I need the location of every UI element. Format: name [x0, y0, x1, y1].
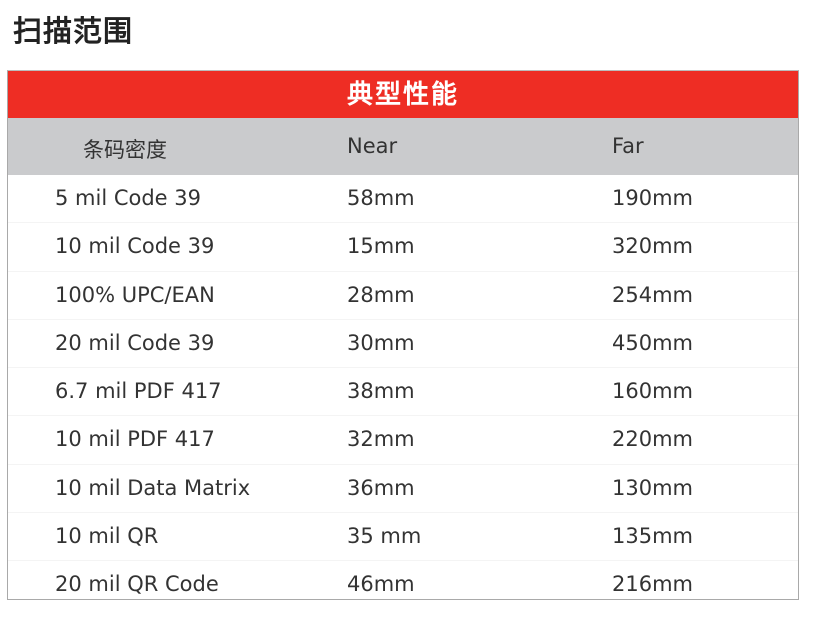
header-near: Near	[347, 134, 398, 158]
table-banner: 典型性能	[8, 71, 798, 118]
cell-near: 32mm	[347, 427, 415, 452]
cell-far: 160mm	[612, 379, 693, 404]
cell-far: 254mm	[612, 282, 693, 307]
table-header-row: 条码密度 Near Far	[8, 118, 798, 175]
cell-far: 135mm	[612, 524, 693, 549]
cell-near: 30mm	[347, 330, 415, 355]
table-row: 10 mil Data Matrix 36mm 130mm	[8, 465, 798, 514]
cell-barcode: 100% UPC/EAN	[55, 282, 215, 307]
table-row: 100% UPC/EAN 28mm 254mm	[8, 272, 798, 320]
cell-barcode: 10 mil PDF 417	[55, 427, 215, 452]
table-row: 20 mil QR Code 46mm 216mm	[8, 561, 798, 608]
table-row: 10 mil Code 39 15mm 320mm	[8, 223, 798, 272]
cell-near: 35 mm	[347, 524, 422, 549]
cell-far: 130mm	[612, 475, 693, 500]
page-title: 扫描范围	[13, 14, 134, 48]
cell-near: 46mm	[347, 572, 415, 597]
cell-barcode: 6.7 mil PDF 417	[55, 379, 222, 404]
cell-near: 58mm	[347, 186, 415, 210]
cell-near: 38mm	[347, 379, 415, 404]
cell-far: 450mm	[612, 330, 693, 355]
table-row: 6.7 mil PDF 417 38mm 160mm	[8, 368, 798, 417]
header-far: Far	[612, 134, 644, 158]
cell-barcode: 10 mil QR	[55, 524, 159, 549]
table-row: 10 mil PDF 417 32mm 220mm	[8, 416, 798, 465]
cell-far: 220mm	[612, 427, 693, 452]
cell-far: 190mm	[612, 186, 693, 210]
table-row: 20 mil Code 39 30mm 450mm	[8, 320, 798, 369]
table-row: 10 mil QR 35 mm 135mm	[8, 513, 798, 562]
cell-barcode: 10 mil Data Matrix	[55, 475, 251, 500]
header-barcode-density: 条码密度	[83, 138, 167, 162]
cell-barcode: 10 mil Code 39	[55, 234, 215, 259]
cell-barcode: 20 mil Code 39	[55, 330, 215, 355]
cell-far: 320mm	[612, 234, 693, 259]
cell-barcode: 20 mil QR Code	[55, 572, 219, 597]
cell-near: 28mm	[347, 282, 415, 307]
cell-near: 15mm	[347, 234, 415, 259]
performance-table: 典型性能 条码密度 Near Far 5 mil Code 39 58mm 190m…	[7, 70, 799, 600]
cell-barcode: 5 mil Code 39	[55, 186, 201, 210]
table-row: 5 mil Code 39 58mm 190mm	[8, 175, 798, 224]
cell-near: 36mm	[347, 475, 415, 500]
cell-far: 216mm	[612, 572, 693, 597]
